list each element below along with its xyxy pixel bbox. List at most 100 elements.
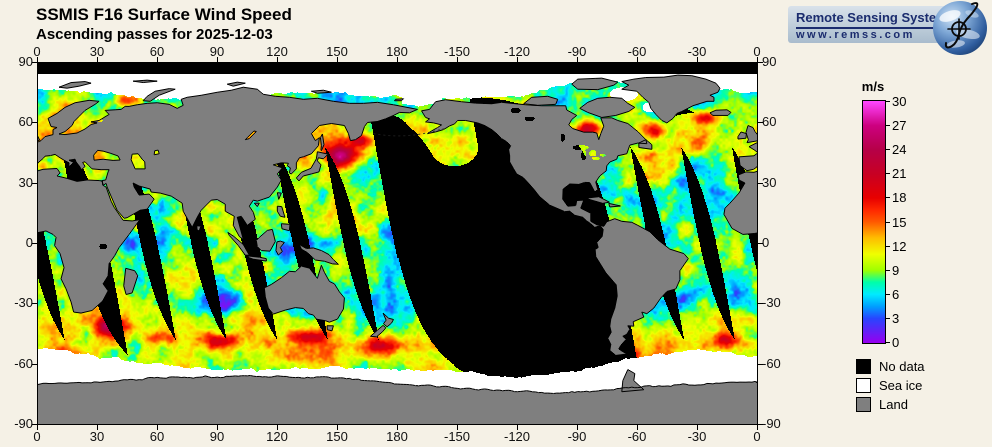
lat-label-left: 0 [25,235,33,250]
lon-label-bottom: -120 [503,429,531,444]
lon-tick [757,57,758,62]
lat-tick [758,62,763,63]
lon-tick [37,425,38,430]
lon-tick [457,425,458,430]
lat-tick [758,122,763,124]
lon-label-top: 90 [209,44,225,59]
integral-icon [944,2,979,49]
lon-tick [277,425,278,430]
legend-swatch [856,397,871,412]
lat-label-left: -30 [14,295,33,311]
lon-tick [577,425,578,430]
lon-tick [37,57,38,62]
lon-tick [637,57,638,62]
lat-label-right: 30 [762,174,777,190]
lon-tick [637,425,638,430]
lon-label-bottom: 90 [209,429,225,444]
lon-label-top: 0 [33,44,41,59]
lon-label-top: 60 [149,44,165,59]
lon-tick [757,425,758,430]
lat-label-right: -30 [762,295,781,311]
lat-label-left: -90 [14,416,33,431]
legend-label: No data [879,359,925,374]
colorbar-tick [885,149,890,151]
lon-label-top: -60 [627,44,647,59]
lon-label-bottom: 150 [326,429,348,444]
lat-tick [32,424,37,425]
colorbar-unit-label: m/s [861,79,885,94]
lon-label-top: -90 [567,44,587,59]
colorbar-tick [885,342,890,343]
world-wind-map-canvas [37,62,758,425]
map-legend: No data Sea ice Land [856,357,925,414]
lat-tick [32,122,37,124]
lon-label-bottom: -30 [687,429,707,444]
legend-label: Sea ice [879,378,923,393]
lon-tick [397,425,398,430]
lon-label-top: 0 [753,44,761,59]
lon-label-bottom: -150 [443,429,471,444]
remss-logo-name: Remote Sensing Systems [796,10,958,29]
colorbar-tick [885,269,890,271]
page-title: SSMIS F16 Surface Wind Speed [36,5,292,24]
lat-label-right: -60 [762,355,781,371]
lon-tick [697,425,698,430]
lon-label-bottom: 0 [33,429,41,444]
lat-tick [32,303,37,305]
lat-label-right: -90 [762,416,781,431]
lon-label-bottom: 30 [89,429,105,444]
legend-swatch [856,378,871,393]
legend-swatch [856,359,871,374]
lat-tick [32,182,37,184]
page-subtitle: Ascending passes for 2025-12-03 [36,26,273,43]
lat-label-left: 90 [18,54,33,69]
legend-item: Sea ice [856,376,925,395]
colorbar-tick-label: 15 [892,214,907,230]
lon-tick [217,425,218,430]
lon-label-bottom: 0 [753,429,761,444]
lon-tick [157,425,158,430]
colorbar-tick [885,317,890,319]
lat-tick [758,303,763,305]
colorbar-tick [885,293,890,295]
remss-logo-url[interactable]: www.remss.com [796,29,915,41]
lon-tick [97,57,98,62]
lat-label-right: 0 [762,235,770,250]
lat-label-right: 60 [762,114,777,130]
lon-label-bottom: 120 [266,429,288,444]
lon-tick [397,57,398,62]
lon-tick [697,57,698,62]
lon-tick [577,57,578,62]
lon-tick [457,57,458,62]
colorbar-tick-label: 30 [892,94,907,109]
lon-tick [157,57,158,62]
lon-label-bottom: 60 [149,429,165,444]
lat-tick [32,62,37,63]
lat-tick [758,243,763,244]
colorbar-tick [885,173,890,175]
legend-item: Land [856,395,925,414]
colorbar-tick-label: 6 [892,286,900,302]
lat-tick [758,424,763,425]
colorbar-tick [885,245,890,247]
lat-tick [32,243,37,244]
lon-tick [517,57,518,62]
lat-label-left: 30 [18,174,33,190]
lon-label-bottom: -60 [627,429,647,444]
lat-label-right: 90 [762,54,777,69]
lat-tick [32,363,37,365]
lon-label-top: -30 [687,44,707,59]
lon-tick [97,425,98,430]
colorbar-tick-label: 27 [892,118,907,134]
lat-label-left: -60 [14,355,33,371]
colorbar-tick [885,101,890,102]
colorbar [862,100,886,344]
colorbar-tick-label: 9 [892,262,900,278]
colorbar-tick [885,221,890,223]
lon-tick [337,425,338,430]
lon-tick [337,57,338,62]
colorbar-tick-label: 21 [892,166,907,182]
lon-label-top: 120 [266,44,288,59]
lon-label-top: -150 [443,44,471,59]
